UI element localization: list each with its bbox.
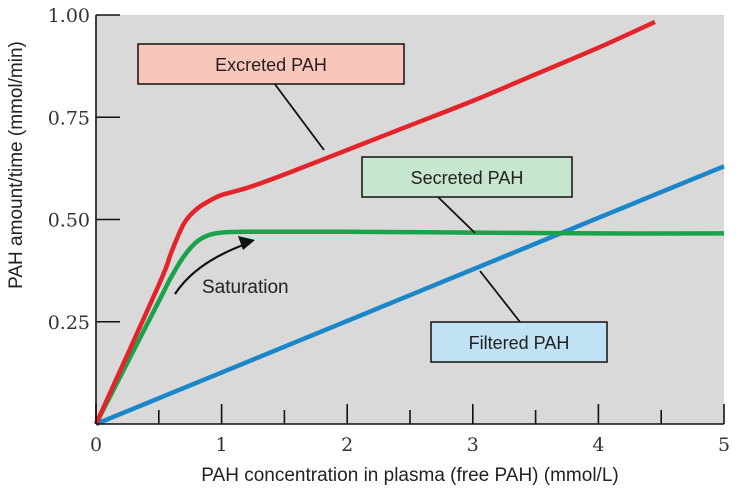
leaders-layer [273,82,521,323]
x-tick-label: 0 [90,434,102,456]
y-tick-label: 0.75 [48,107,90,129]
saturation-label: Saturation [202,277,289,298]
y-tick-label: 0.50 [48,210,90,232]
y-tick-label: 0.25 [48,312,90,334]
secreted-pah-label: Secreted PAH [411,168,524,188]
saturation-arrow [174,242,247,295]
excreted-pah-label-box: Excreted PAH [137,43,405,85]
filtered-pah-label: Filtered PAH [469,333,570,353]
label-boxes: Excreted PAH Secreted PAH Filtered PAH [137,43,608,363]
x-tick-label: 1 [216,434,228,456]
x-tick-label: 5 [718,434,730,456]
excreted-pah-label-rect [137,43,405,85]
filtered-pah-label-rect [430,321,608,363]
x-tick-label: 4 [592,434,604,456]
x-axis-label: PAH concentration in plasma (free PAH) (… [201,465,618,486]
x-tick-label: 2 [341,434,353,456]
bottom-margin [0,424,744,500]
secreted-pah-label-box: Secreted PAH [361,156,573,198]
filtered-pah-line [95,164,725,427]
saturation-arrowhead [238,236,255,250]
secreted-leader-line [437,196,476,234]
ticks-layer: 0.25 0.50 0.75 1.00 0 1 2 3 4 5 [48,5,730,456]
excreted-leader-line [273,82,325,151]
excreted-pah-label: Excreted PAH [215,55,327,75]
excreted-pah-line [93,19,656,425]
series-layer [93,19,725,427]
x-tick-label: 3 [467,434,479,456]
filtered-leader-line [479,270,521,323]
secreted-pah-line [93,229,725,426]
y-tick-label: 1.00 [48,5,90,27]
y-axis-label: PAH amount/time (mmol/min) [6,41,27,289]
secreted-pah-label-rect [361,156,573,198]
filtered-pah-label-box: Filtered PAH [430,321,608,363]
